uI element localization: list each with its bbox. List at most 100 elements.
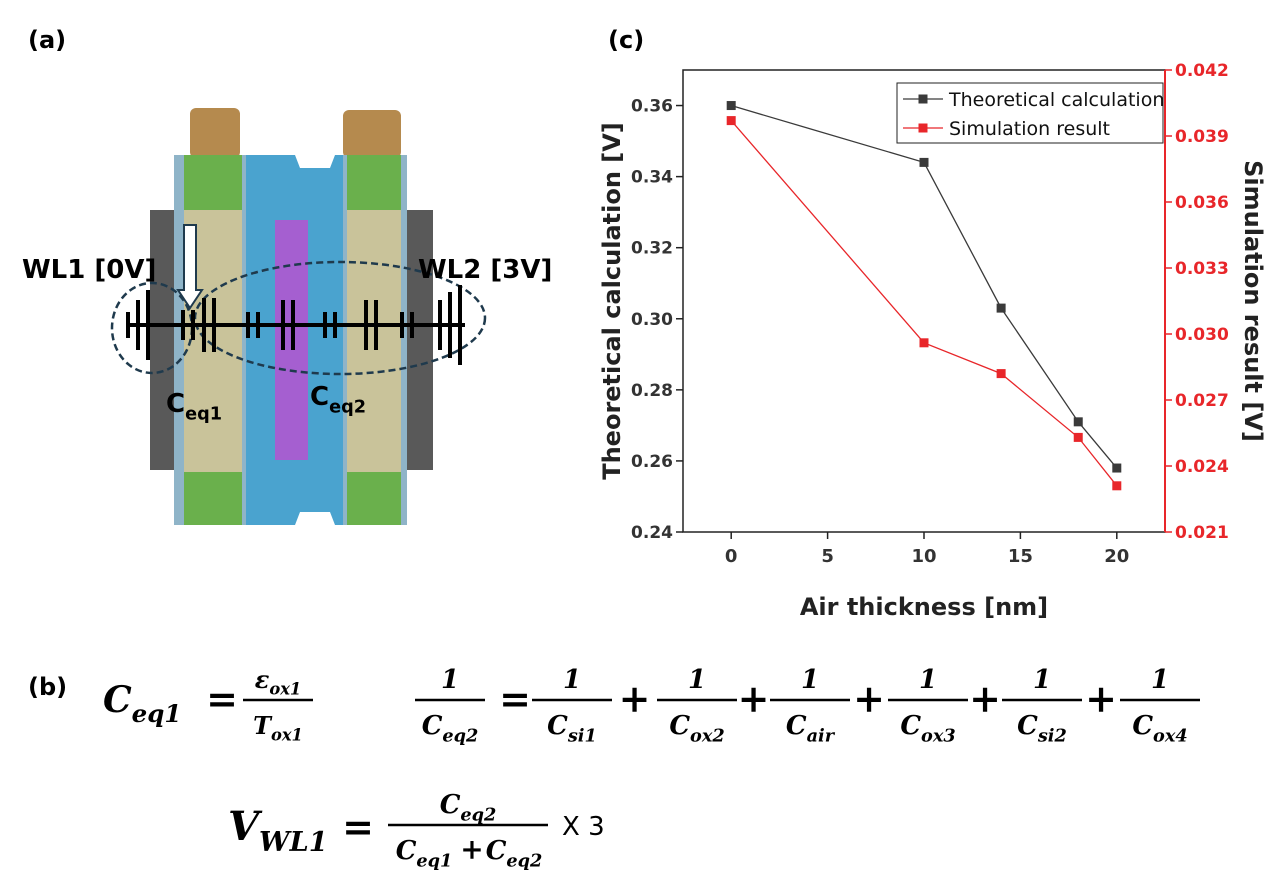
term: εox1 — [255, 665, 302, 699]
operator: + — [619, 676, 651, 721]
operator: + — [460, 833, 483, 866]
base: V — [228, 803, 263, 850]
term: Cox3 — [900, 711, 955, 746]
y2-tick-label: 0.030 — [1175, 325, 1229, 345]
operator: = — [499, 676, 531, 721]
term: Csi1 — [547, 711, 597, 746]
y2-tick-label: 0.024 — [1175, 457, 1229, 477]
operator: = — [342, 804, 374, 849]
marker — [1112, 463, 1122, 473]
numerator: 1 — [441, 665, 459, 695]
operator: + — [1085, 676, 1117, 721]
lhs: Ceq1 — [103, 679, 181, 728]
numerator: 1 — [1033, 665, 1051, 695]
subscript: eq1 — [185, 404, 222, 424]
y2-tick-label: 0.039 — [1175, 127, 1229, 147]
device-diagram — [110, 108, 487, 525]
y2-tick-label: 0.027 — [1175, 391, 1229, 411]
y-tick-label: 0.24 — [631, 523, 673, 543]
numerator: 1 — [1151, 665, 1169, 695]
legend-label: Theoretical calculation — [948, 89, 1164, 111]
base: C — [310, 382, 329, 412]
panel-label: (a) — [28, 26, 66, 54]
legend-label: Simulation result — [949, 118, 1110, 140]
y2-axis-label: Simulation result [V] — [1239, 160, 1267, 442]
subscript: ox4 — [1153, 725, 1188, 746]
subscript: si1 — [567, 725, 597, 746]
base: C — [166, 389, 185, 419]
legend-marker — [918, 123, 928, 133]
y2-tick-label: 0.021 — [1175, 523, 1229, 543]
term: Tox1 — [253, 711, 303, 745]
subscript: ox2 — [690, 725, 725, 746]
subscript: eq2 — [329, 397, 366, 417]
y-tick-label: 0.28 — [631, 381, 673, 401]
marker — [1073, 432, 1083, 442]
subscript: si2 — [1037, 725, 1067, 746]
subscript: ox3 — [921, 725, 956, 746]
numerator: 1 — [919, 665, 937, 695]
legend-box — [896, 82, 1164, 144]
base: C — [103, 679, 132, 721]
x-axis-label: Air thickness [nm] — [800, 593, 1048, 621]
term: Cox2 — [669, 711, 724, 746]
numerator: 1 — [688, 665, 706, 695]
subscript: ox1 — [269, 680, 301, 699]
chart: 0 5 10 15 20 0.24 0.26 0.28 0.30 0.32 0.34 0.36 0.02… — [598, 61, 1267, 621]
x-tick-label: 5 — [821, 546, 834, 567]
base: ε — [255, 665, 270, 694]
operator: + — [969, 676, 1001, 721]
marker — [726, 116, 736, 126]
x-tick-label: 15 — [1008, 546, 1033, 567]
marker — [726, 101, 736, 111]
subscript: eq1 — [416, 850, 452, 871]
series-line — [730, 120, 1118, 487]
base: C — [547, 711, 568, 741]
ceq2-label: Ceq2 — [310, 382, 366, 417]
marker — [1073, 417, 1083, 427]
y-axis-label: Theoretical calculation [V] — [598, 122, 626, 480]
term: Ceq2 — [422, 711, 479, 746]
marker — [919, 338, 929, 348]
base: C — [422, 711, 443, 741]
subscript: air — [807, 725, 836, 746]
subscript: eq2 — [506, 850, 542, 871]
base: C — [669, 711, 690, 741]
term: Ceq2 — [486, 836, 543, 871]
marker — [919, 157, 929, 167]
marker — [996, 369, 1006, 379]
base: C — [440, 790, 461, 820]
subscript: eq2 — [460, 804, 496, 825]
subscript: ox1 — [271, 726, 303, 745]
y2-tick-label: 0.033 — [1175, 259, 1229, 279]
ceq1-label: Ceq1 — [166, 389, 222, 424]
operator: = — [206, 676, 238, 721]
legend-marker — [918, 94, 928, 104]
y-tick-label: 0.26 — [631, 452, 673, 472]
marker — [1112, 481, 1122, 491]
base: T — [253, 711, 273, 740]
term: Cair — [786, 711, 836, 746]
x-tick-label: 0 — [725, 546, 738, 567]
y-tick-label: 0.34 — [631, 168, 673, 188]
base: C — [396, 836, 417, 866]
panel-label: (b) — [28, 673, 67, 701]
y2-tick-label: 0.042 — [1175, 61, 1229, 81]
base: C — [1017, 711, 1038, 741]
y2-tick-label: 0.036 — [1175, 193, 1229, 213]
y-tick-label: 0.36 — [631, 97, 673, 117]
x-tick-label: 20 — [1104, 546, 1129, 567]
numerator: 1 — [563, 665, 581, 695]
subscript: eq2 — [442, 725, 478, 746]
numerator: 1 — [801, 665, 819, 695]
subscript: eq1 — [132, 699, 182, 728]
subscript: WL1 — [259, 826, 328, 858]
term: Csi2 — [1017, 711, 1067, 746]
term: Cox4 — [1132, 711, 1187, 746]
base: C — [786, 711, 807, 741]
operator: + — [738, 676, 770, 721]
term: Ceq2 — [440, 790, 497, 825]
base: C — [900, 711, 921, 741]
